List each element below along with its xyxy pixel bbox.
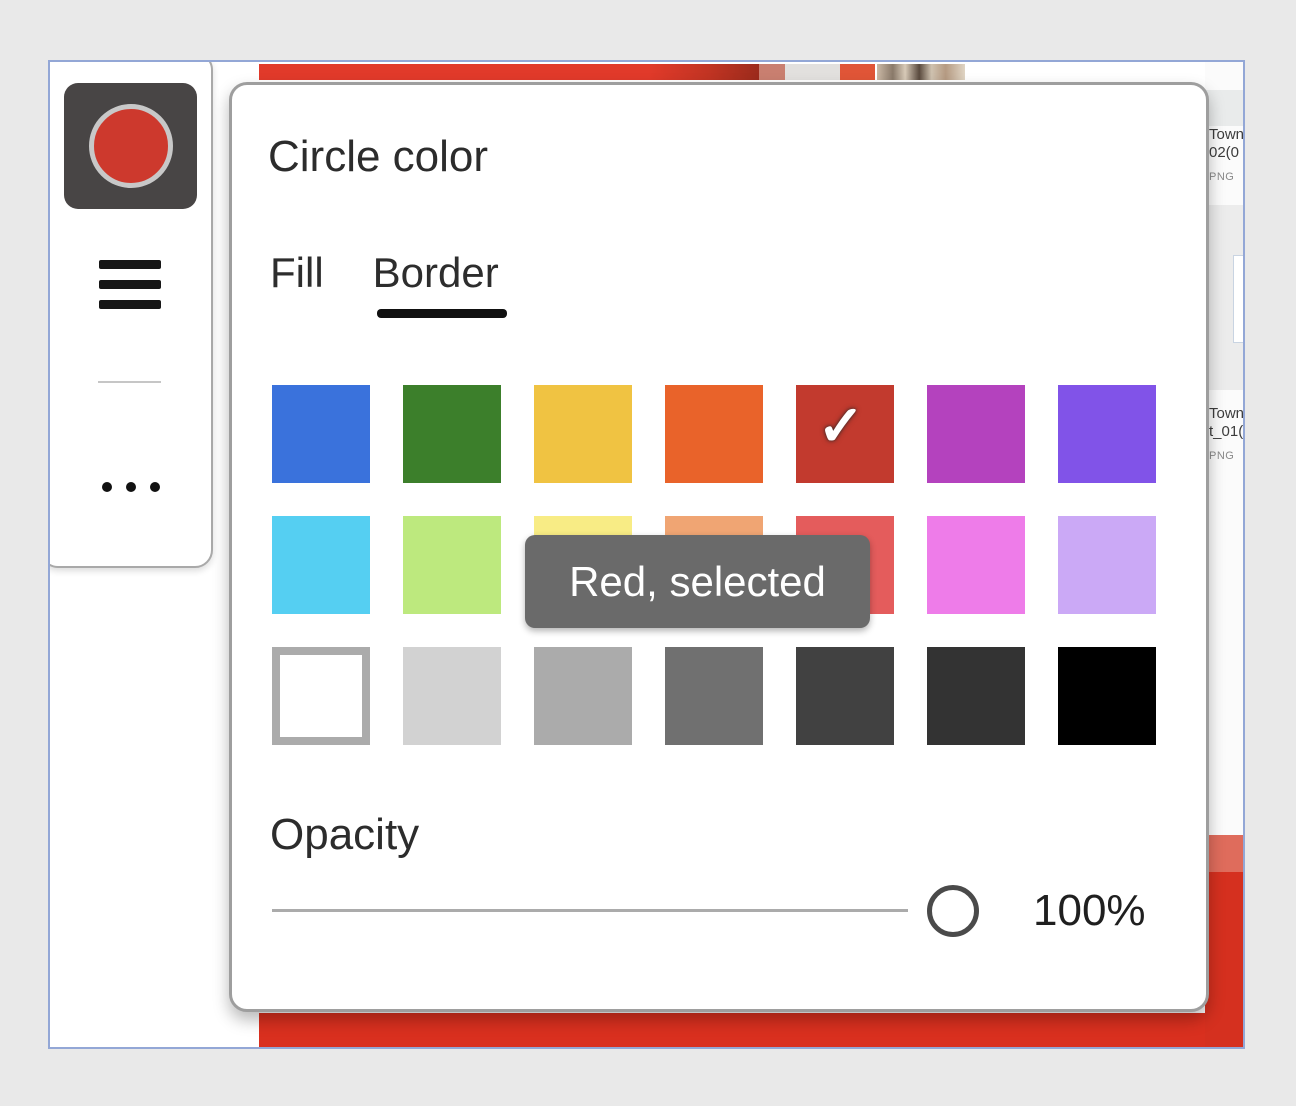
swatch-green[interactable]	[403, 385, 501, 483]
swatch-orange[interactable]	[665, 385, 763, 483]
swatch-lavender[interactable]	[1058, 516, 1156, 614]
swatch-very-dark-gray[interactable]	[927, 647, 1025, 745]
tooltip-text: Red, selected	[569, 557, 826, 605]
canvas-banner-segment	[840, 64, 875, 80]
swatch-white[interactable]	[272, 647, 370, 745]
swatch-black[interactable]	[1058, 647, 1156, 745]
swatch-red[interactable]: ✓	[796, 385, 894, 483]
swatch-light-green[interactable]	[403, 516, 501, 614]
circle-shape-icon	[89, 104, 173, 188]
file-name-line: Town	[1209, 405, 1243, 422]
circle-color-preview-button[interactable]	[64, 83, 197, 209]
tab-border[interactable]: Border	[372, 249, 499, 296]
swatch-blue[interactable]	[272, 385, 370, 483]
canvas-salmon-segment	[1205, 835, 1243, 872]
files-panel: Town 02(0 PNG Town t_01( PNG	[1205, 62, 1243, 1047]
selected-tab-underline	[377, 309, 507, 318]
swatch-tooltip: Red, selected	[525, 535, 870, 628]
canvas-banner-segment	[759, 64, 785, 80]
app-window: Town 02(0 PNG Town t_01( PNG	[48, 60, 1245, 1049]
menu-bar	[99, 300, 161, 309]
file-type-label: PNG	[1209, 450, 1235, 462]
ellipsis-dot	[126, 482, 136, 492]
swatch-dark-gray[interactable]	[665, 647, 763, 745]
fill-border-tabs: Fill Border	[270, 247, 499, 307]
menu-bar	[99, 280, 161, 289]
more-options-button[interactable]	[102, 482, 198, 492]
toolbar-divider	[98, 381, 161, 383]
ellipsis-dot	[102, 482, 112, 492]
file-name-line: t_01(	[1209, 423, 1243, 440]
shape-toolbar	[50, 62, 213, 568]
canvas-banner-segment	[785, 64, 840, 80]
swatch-pink[interactable]	[927, 516, 1025, 614]
photo-thumbnail-strip	[877, 64, 965, 80]
file-name-line: Town	[1209, 126, 1243, 143]
file-thumbnail	[1205, 205, 1243, 390]
menu-bar	[99, 260, 161, 269]
swatch-yellow[interactable]	[534, 385, 632, 483]
ellipsis-dot	[150, 482, 160, 492]
swatch-gray[interactable]	[534, 647, 632, 745]
popup-title: Circle color	[268, 132, 489, 181]
swatch-light-gray[interactable]	[403, 647, 501, 745]
file-type-label: PNG	[1209, 171, 1235, 183]
file-thumbnail	[1205, 90, 1243, 126]
thumbnail-image	[1233, 255, 1243, 343]
canvas-red-segment	[1205, 872, 1243, 1047]
swatch-cyan[interactable]	[272, 516, 370, 614]
file-list-item[interactable]: Town 02(0 PNG	[1209, 126, 1243, 186]
swatch-darker-gray[interactable]	[796, 647, 894, 745]
opacity-slider-track[interactable]	[272, 909, 908, 912]
file-list-item[interactable]: Town t_01( PNG	[1209, 405, 1243, 465]
tab-fill[interactable]: Fill	[270, 249, 324, 296]
file-name-line: 02(0	[1209, 144, 1240, 161]
canvas-red-band-bottom	[259, 1013, 1243, 1047]
opacity-value: 100%	[1033, 886, 1146, 935]
canvas-red-banner	[259, 64, 759, 80]
opacity-label: Opacity	[270, 810, 420, 859]
opacity-slider-handle[interactable]	[927, 885, 979, 937]
hamburger-menu-icon[interactable]	[99, 260, 161, 310]
swatch-purple[interactable]	[927, 385, 1025, 483]
swatch-violet[interactable]	[1058, 385, 1156, 483]
circle-color-popup: Circle color Fill Border ✓ Red, selected…	[229, 82, 1209, 1012]
checkmark-icon: ✓	[817, 394, 865, 457]
